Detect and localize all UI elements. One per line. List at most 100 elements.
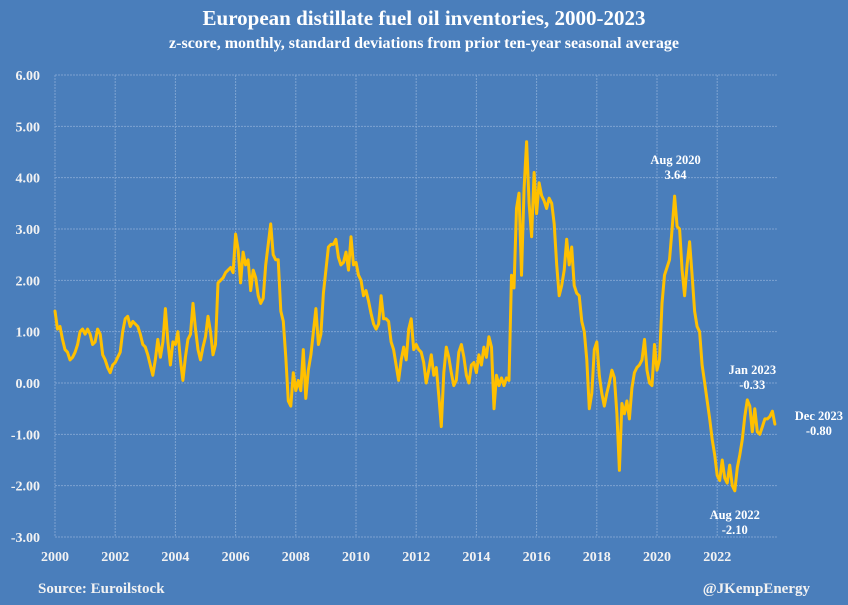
data-point [156, 338, 159, 341]
data-point [695, 325, 699, 328]
data-point [460, 343, 463, 346]
data-point [515, 207, 518, 210]
data-point [618, 469, 621, 472]
data-point [490, 345, 493, 349]
y-tick-label: -3.00 [11, 531, 40, 546]
data-point [497, 384, 501, 387]
data-point [324, 268, 328, 272]
data-point [450, 371, 453, 374]
data-point [608, 381, 611, 385]
data-point [99, 333, 102, 336]
data-point [535, 212, 538, 215]
data-point [154, 358, 157, 362]
data-point [58, 325, 62, 328]
data-point [600, 392, 603, 395]
data-point [620, 402, 624, 405]
data-point [412, 348, 415, 351]
data-point [435, 366, 438, 369]
data-point [262, 297, 265, 300]
data-point [81, 327, 84, 331]
x-tick-label: 2004 [161, 550, 189, 565]
data-point [206, 315, 210, 318]
data-point [713, 453, 716, 457]
y-tick-label: 0.00 [16, 377, 41, 392]
x-tick-label: 2022 [703, 550, 731, 565]
y-axis: 6.00 5.00 4.00 3.00 2.00 1.00 0.00 -1.00 -2.00 -3… [11, 69, 40, 546]
data-point [510, 274, 513, 277]
data-point [319, 333, 323, 336]
data-point [500, 376, 503, 380]
data-point [119, 351, 122, 354]
annotation-label: Aug 2022 [710, 508, 760, 522]
data-point [191, 302, 195, 305]
y-tick-label: -1.00 [11, 428, 40, 443]
data-point [367, 299, 370, 303]
data-point [184, 356, 187, 359]
data-point [226, 268, 230, 272]
data-point [68, 358, 72, 362]
data-point [512, 286, 516, 290]
data-point [259, 302, 262, 305]
data-point [267, 243, 270, 246]
data-point [480, 363, 483, 367]
data-point [88, 333, 92, 336]
data-point [96, 327, 99, 331]
data-point [685, 263, 689, 267]
data-point [455, 379, 458, 382]
data-point [234, 232, 237, 236]
data-point [628, 417, 631, 421]
y-tick-label: 3.00 [16, 223, 41, 238]
data-point [718, 479, 721, 482]
data-point [532, 171, 536, 174]
x-tick-label: 2012 [402, 550, 430, 565]
data-point [756, 430, 759, 433]
data-point [527, 202, 531, 205]
data-point [492, 407, 496, 410]
data-point [530, 235, 533, 238]
data-point [176, 330, 180, 333]
data-point [221, 276, 225, 279]
data-point [236, 248, 240, 251]
y-tick-label: 1.00 [16, 326, 41, 341]
data-point [553, 222, 556, 226]
data-point [525, 140, 528, 143]
annotation-label: Aug 2020 [650, 153, 700, 167]
data-point [194, 327, 197, 331]
data-point [302, 348, 305, 351]
data-point [277, 258, 280, 261]
data-point [648, 381, 651, 385]
data-point [121, 330, 124, 333]
data-point [563, 268, 566, 272]
data-point [422, 361, 425, 364]
data-point [91, 343, 94, 346]
data-point [382, 317, 385, 320]
data-point [708, 417, 711, 421]
data-point [716, 474, 719, 477]
data-point [655, 369, 659, 372]
data-points [53, 140, 777, 492]
data-point [407, 327, 410, 331]
data-point [174, 343, 177, 346]
x-tick-label: 2014 [462, 550, 490, 565]
data-point [690, 274, 694, 277]
data-point [673, 194, 676, 198]
data-point [650, 384, 654, 387]
data-point [675, 225, 679, 228]
data-point [181, 379, 185, 382]
data-point [573, 284, 576, 287]
data-point [598, 374, 601, 377]
data-point [224, 271, 227, 274]
data-point [272, 253, 275, 256]
data-point [322, 292, 325, 295]
data-point [264, 263, 267, 267]
data-point [334, 238, 338, 241]
x-tick-label: 2006 [222, 550, 250, 565]
annotation: Jan 2023-0.33 [729, 363, 777, 392]
data-point [354, 261, 358, 264]
data-point [186, 338, 190, 341]
data-point [728, 463, 731, 467]
data-point [457, 351, 460, 354]
data-point [415, 343, 418, 346]
data-point [169, 363, 172, 367]
